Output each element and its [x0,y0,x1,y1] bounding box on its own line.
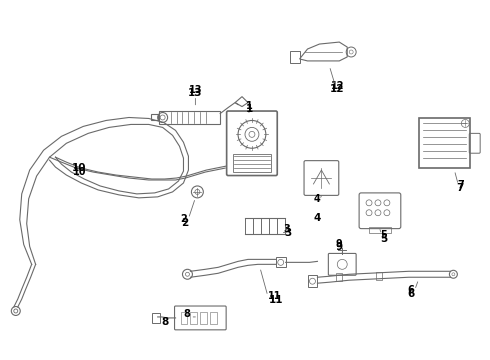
Text: 13: 13 [189,85,202,95]
Bar [376,272,382,280]
Bar [191,312,197,324]
Bar [369,227,391,233]
Text: 1: 1 [245,104,252,113]
Text: 8: 8 [161,317,168,327]
Bar [151,113,158,121]
Text: 7: 7 [457,180,464,190]
Text: 8: 8 [183,309,190,319]
Bar [152,313,160,323]
Text: 10: 10 [73,167,86,177]
Bar [308,275,318,287]
Text: 2: 2 [181,218,188,228]
Text: 11: 11 [269,295,283,305]
Bar [276,257,286,267]
Bar [200,312,207,324]
Bar [233,154,271,172]
Text: 4: 4 [314,194,321,204]
Text: 13: 13 [188,88,203,98]
Text: 10: 10 [72,163,87,173]
Bar [290,51,299,63]
Text: 6: 6 [407,289,415,299]
Bar [210,312,217,324]
Text: 6: 6 [407,285,414,295]
Bar [418,118,470,168]
Text: 1: 1 [245,100,252,111]
Text: 5: 5 [380,234,388,244]
Text: 12: 12 [331,81,344,91]
Bar [180,312,188,324]
Text: 4: 4 [314,213,321,223]
Text: 11: 11 [268,291,282,301]
Text: 12: 12 [330,84,344,94]
Text: 3: 3 [284,228,291,238]
Bar [159,111,220,125]
Text: 3: 3 [283,224,290,234]
Text: 7: 7 [457,183,464,193]
Text: 9: 9 [336,239,343,249]
Text: 2: 2 [180,214,187,224]
Text: 5: 5 [381,230,387,239]
Bar [336,273,342,281]
Text: 9: 9 [336,243,343,252]
